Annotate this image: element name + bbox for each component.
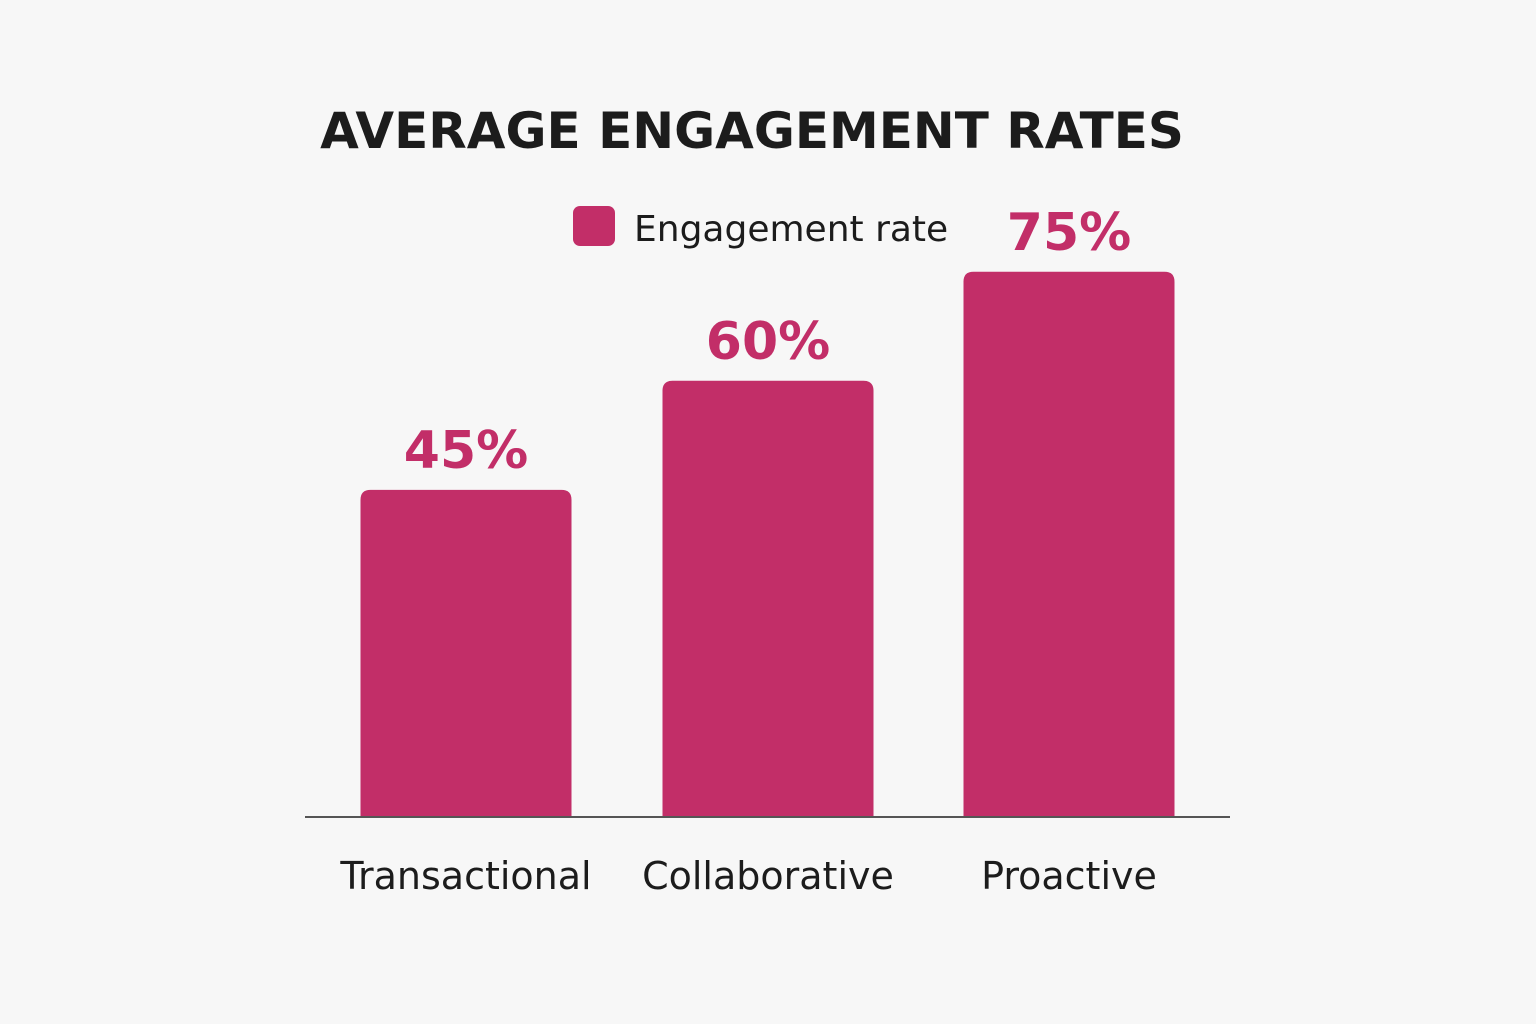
bars-group: [360, 271, 1175, 817]
x-tick-labels-group: Transactional Collaborative Proactive: [339, 854, 1157, 898]
bar-transactional: [360, 489, 572, 817]
chart-title: AVERAGE ENGAGEMENT RATES: [320, 102, 1184, 160]
legend-label: Engagement rate: [634, 209, 948, 250]
value-label-transactional: 45%: [404, 421, 528, 481]
value-label-collaborative: 60%: [706, 312, 830, 372]
x-tick-label-proactive: Proactive: [981, 854, 1157, 898]
legend-swatch: [573, 206, 615, 246]
value-labels-group: 45% 60% 75%: [404, 203, 1131, 481]
legend: Engagement rate: [573, 206, 948, 250]
bar-collaborative: [662, 380, 874, 817]
x-tick-label-transactional: Transactional: [339, 854, 591, 898]
value-label-proactive: 75%: [1007, 203, 1131, 263]
bar-proactive: [963, 271, 1175, 817]
x-tick-label-collaborative: Collaborative: [642, 854, 894, 898]
